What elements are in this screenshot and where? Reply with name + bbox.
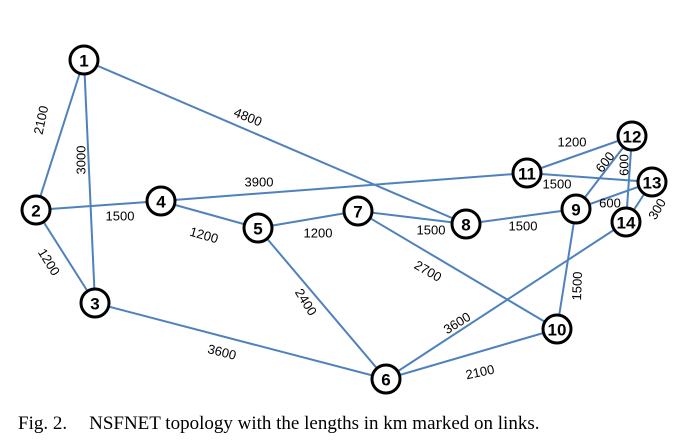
link-length-label-1-3: 3000 [74,146,89,175]
link-11-13 [526,172,653,183]
link-length-label-4-11: 3900 [245,175,274,190]
link-length-label-9-13: 600 [599,196,621,211]
link-length-label-4-5: 1200 [188,224,220,246]
node-6: 6 [370,363,402,395]
link-length-label-11-12: 1200 [558,135,587,150]
link-length-label-5-6: 2400 [292,286,320,318]
link-2-4 [35,200,162,211]
link-length-label-8-9: 1500 [509,219,538,234]
node-circle-8 [450,208,482,240]
caption-text: NSFNET topology with the lengths in km m… [89,413,540,434]
node-circle-10 [541,313,573,345]
link-length-labels: 2100300048001200150036001200390024001200… [31,104,669,382]
node-label-12: 12 [623,128,642,147]
node-13: 13 [636,166,668,198]
node-circle-11 [511,157,543,189]
node-label-7: 7 [353,203,362,222]
figure-caption: Fig. 2. NSFNET topology with the lengths … [18,413,668,435]
link-2-3 [35,209,96,304]
link-length-label-5-7: 1200 [304,226,333,241]
node-label-8: 8 [461,216,470,235]
node-label-4: 4 [156,193,166,212]
link-length-label-12-14: 600 [617,154,632,176]
link-1-2 [35,59,85,211]
link-3-6 [94,302,387,380]
node-4: 4 [145,185,177,217]
node-8: 8 [450,208,482,240]
node-circle-4 [145,185,177,217]
link-1-8 [83,59,467,225]
node-label-6: 6 [381,371,390,390]
link-length-label-7-8: 1500 [417,223,446,238]
node-1: 1 [68,44,100,76]
link-length-label-9-10: 1500 [569,271,585,300]
link-length-label-3-6: 3600 [206,341,238,363]
link-4-11 [160,172,528,202]
node-5: 5 [242,212,274,244]
node-circle-2 [20,194,52,226]
link-6-14 [385,221,627,380]
link-6-10 [385,328,558,380]
link-7-8 [357,210,467,225]
node-label-10: 10 [548,321,567,340]
node-label-9: 9 [571,201,580,220]
node-12: 12 [616,120,648,152]
node-circle-14 [610,206,642,238]
link-1-3 [83,59,96,304]
node-3: 3 [79,287,111,319]
link-11-12 [526,135,633,174]
link-5-7 [257,210,359,229]
node-circle-12 [616,120,648,152]
link-length-label-7-10: 2700 [412,257,445,284]
node-circle-5 [242,212,274,244]
link-length-label-13-14: 300 [645,196,669,222]
link-5-6 [257,227,387,380]
link-length-label-1-2: 2100 [31,104,52,135]
node-10: 10 [541,313,573,345]
link-length-label-6-10: 2100 [464,362,495,383]
node-circle-3 [79,287,111,319]
node-7: 7 [342,195,374,227]
link-7-10 [357,210,558,330]
node-circle-13 [636,166,668,198]
node-label-13: 13 [643,174,662,193]
link-4-5 [160,200,259,229]
links-layer [35,59,653,380]
node-2: 2 [20,194,52,226]
node-label-5: 5 [253,220,262,239]
node-circle-6 [370,363,402,395]
node-label-3: 3 [90,295,99,314]
link-9-10 [556,208,577,330]
link-length-label-9-12: 600 [592,149,617,175]
link-length-label-11-13: 1500 [543,177,572,192]
node-9: 9 [560,193,592,225]
node-14: 14 [610,206,642,238]
link-length-label-2-3: 1200 [35,246,63,278]
node-label-14: 14 [617,214,636,233]
node-label-1: 1 [79,52,88,71]
node-11: 11 [511,157,543,189]
node-circle-1 [68,44,100,76]
node-label-11: 11 [518,165,536,184]
link-length-label-2-4: 1500 [106,209,135,224]
caption-prefix: Fig. 2. [18,413,68,434]
node-circle-7 [342,195,374,227]
node-circle-9 [560,193,592,225]
link-8-9 [465,208,577,225]
node-label-2: 2 [31,202,40,221]
